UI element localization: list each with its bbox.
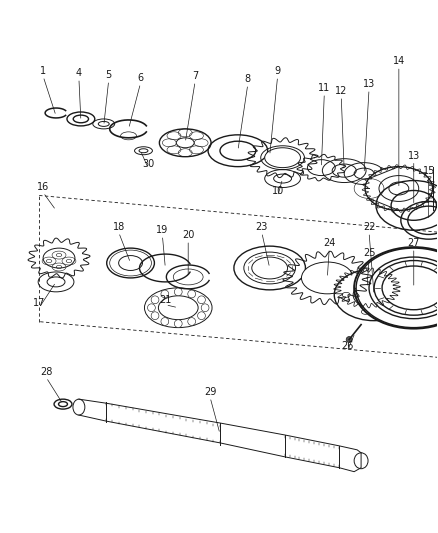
- Text: 23: 23: [255, 222, 268, 232]
- Text: 26: 26: [341, 342, 353, 351]
- Ellipse shape: [234, 246, 305, 290]
- Circle shape: [151, 296, 159, 304]
- Ellipse shape: [252, 257, 288, 279]
- Ellipse shape: [265, 148, 300, 168]
- Circle shape: [346, 336, 352, 343]
- Ellipse shape: [379, 175, 419, 201]
- Ellipse shape: [356, 248, 438, 328]
- Ellipse shape: [119, 255, 142, 270]
- Text: 22: 22: [363, 222, 375, 232]
- Ellipse shape: [301, 262, 353, 294]
- Circle shape: [161, 318, 169, 326]
- Ellipse shape: [244, 252, 296, 284]
- Ellipse shape: [361, 309, 369, 314]
- Text: 19: 19: [156, 225, 169, 235]
- Ellipse shape: [365, 167, 433, 211]
- Ellipse shape: [334, 269, 414, 321]
- Text: 11: 11: [318, 83, 330, 93]
- Text: 15: 15: [423, 166, 435, 175]
- Text: 7: 7: [192, 71, 198, 81]
- Circle shape: [174, 320, 182, 328]
- Ellipse shape: [307, 160, 335, 175]
- Text: 25: 25: [363, 248, 375, 258]
- Ellipse shape: [176, 138, 194, 148]
- Text: 5: 5: [106, 70, 112, 80]
- Text: 13: 13: [363, 79, 375, 89]
- Text: 21: 21: [159, 295, 172, 305]
- Ellipse shape: [107, 248, 155, 278]
- Circle shape: [174, 288, 182, 296]
- Circle shape: [151, 312, 159, 320]
- Circle shape: [188, 290, 196, 298]
- Ellipse shape: [354, 453, 368, 469]
- Text: 17: 17: [33, 298, 46, 308]
- Ellipse shape: [374, 261, 438, 315]
- Text: 12: 12: [335, 86, 347, 96]
- Ellipse shape: [43, 248, 75, 268]
- Circle shape: [201, 304, 209, 312]
- Circle shape: [198, 312, 205, 320]
- Text: 28: 28: [40, 367, 52, 377]
- Ellipse shape: [392, 303, 400, 308]
- Ellipse shape: [347, 276, 387, 300]
- Text: 16: 16: [37, 182, 49, 192]
- Circle shape: [188, 318, 196, 326]
- Text: 27: 27: [407, 238, 420, 248]
- Text: 8: 8: [245, 74, 251, 84]
- Ellipse shape: [353, 281, 395, 308]
- Ellipse shape: [73, 399, 85, 415]
- Circle shape: [198, 296, 205, 304]
- Text: 20: 20: [182, 230, 194, 240]
- Ellipse shape: [382, 266, 438, 310]
- Text: 18: 18: [113, 222, 125, 232]
- Ellipse shape: [342, 292, 350, 297]
- Text: 13: 13: [408, 151, 420, 160]
- Ellipse shape: [392, 282, 400, 287]
- Text: 4: 4: [76, 68, 82, 78]
- Ellipse shape: [389, 182, 409, 195]
- Circle shape: [148, 304, 155, 312]
- Text: 10: 10: [272, 187, 284, 197]
- Text: 30: 30: [142, 159, 155, 168]
- Text: 14: 14: [393, 56, 405, 66]
- Text: 24: 24: [323, 238, 336, 248]
- Text: 6: 6: [138, 73, 144, 83]
- Text: 9: 9: [275, 66, 281, 76]
- Text: 29: 29: [204, 387, 216, 397]
- Ellipse shape: [361, 276, 369, 280]
- Circle shape: [161, 290, 169, 298]
- Ellipse shape: [159, 129, 211, 157]
- Text: 1: 1: [40, 66, 46, 76]
